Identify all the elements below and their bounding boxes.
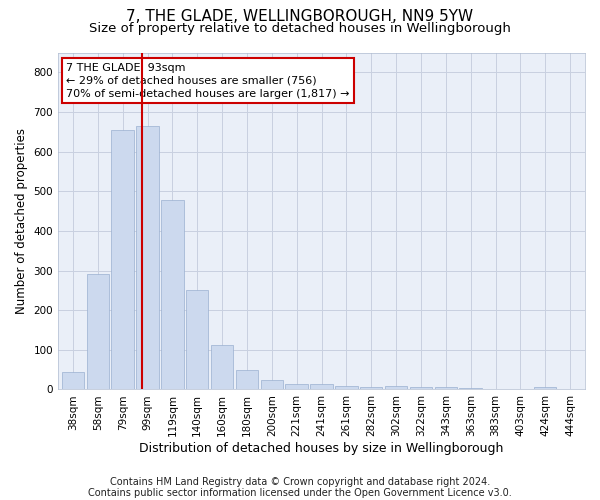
Bar bbox=[62, 372, 84, 390]
Bar bbox=[460, 388, 482, 390]
Bar bbox=[112, 130, 134, 390]
Bar bbox=[286, 384, 308, 390]
Bar bbox=[260, 380, 283, 390]
Text: Contains HM Land Registry data © Crown copyright and database right 2024.
Contai: Contains HM Land Registry data © Crown c… bbox=[88, 477, 512, 498]
Text: 7, THE GLADE, WELLINGBOROUGH, NN9 5YW: 7, THE GLADE, WELLINGBOROUGH, NN9 5YW bbox=[127, 9, 473, 24]
Y-axis label: Number of detached properties: Number of detached properties bbox=[15, 128, 28, 314]
X-axis label: Distribution of detached houses by size in Wellingborough: Distribution of detached houses by size … bbox=[139, 442, 504, 455]
Bar bbox=[211, 345, 233, 390]
Bar bbox=[410, 388, 432, 390]
Bar bbox=[360, 388, 382, 390]
Text: 7 THE GLADE: 93sqm
← 29% of detached houses are smaller (756)
70% of semi-detach: 7 THE GLADE: 93sqm ← 29% of detached hou… bbox=[66, 62, 349, 99]
Bar bbox=[236, 370, 258, 390]
Bar bbox=[335, 386, 358, 390]
Bar bbox=[136, 126, 159, 390]
Bar bbox=[434, 388, 457, 390]
Bar bbox=[534, 388, 556, 390]
Bar bbox=[86, 274, 109, 390]
Text: Size of property relative to detached houses in Wellingborough: Size of property relative to detached ho… bbox=[89, 22, 511, 35]
Bar bbox=[310, 384, 333, 390]
Bar bbox=[161, 200, 184, 390]
Bar bbox=[186, 290, 208, 390]
Bar bbox=[385, 386, 407, 390]
